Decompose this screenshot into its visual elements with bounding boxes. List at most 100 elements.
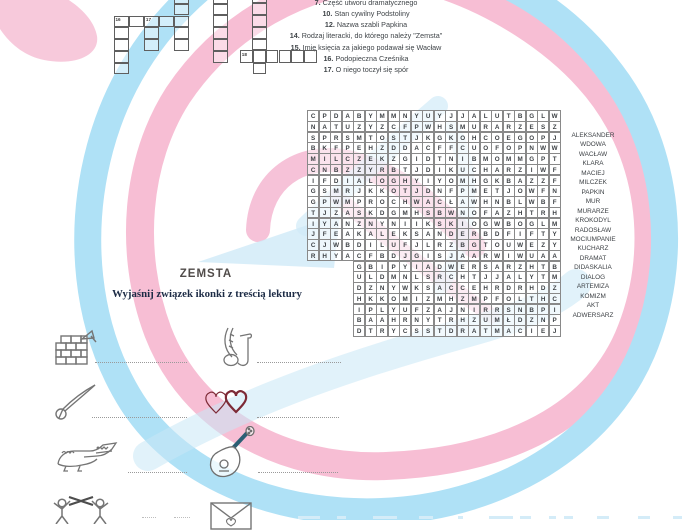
love-letter-icon [210,502,252,530]
crossword-cell [212,0,228,4]
crossword-cell [252,3,267,16]
crossword-clue-number: 18 [241,51,247,57]
wordsearch-cell: D [445,325,458,337]
crossword-clue-number: 16 [115,17,121,22]
clue-line: 17. O niego toczył się spór [323,65,409,75]
cutoff-text-mark [337,516,346,519]
crossword-cell [212,50,228,63]
corner-pink-blob [0,0,98,62]
word-list-item: KROKODYL [575,217,611,225]
page-title: ZEMSTA [179,268,233,280]
crossword-cell [212,15,228,28]
answer-line [128,472,187,473]
cutoff-text-mark [520,516,531,519]
crossword-cell [128,15,144,28]
cutoff-text-mark [564,516,573,519]
word-list-item: MACIEJ [581,169,605,177]
clue-line: 10. Stan cywilny Podstoliny [322,8,410,18]
wordsearch-cell: S [422,325,435,337]
crossword-cell [278,50,292,63]
crossword-cell: 17 [143,15,160,28]
wordsearch-cell: E [537,325,550,337]
crossword-cell [304,50,318,63]
word-list: ALEKSANDER WDOWA WACŁAW KLARA MACIEJ MILCZEK P… [548,131,638,320]
wordsearch-cell: A [341,249,354,262]
crossword-cell [143,27,160,40]
crossword-cell [252,0,267,4]
answer-line [257,362,341,363]
crossword-cell [113,62,129,75]
word-list-item: DRAMAT [579,254,607,262]
wordsearch-cell: D [353,325,366,337]
cutoff-text-mark [298,516,320,519]
crossword-cell [174,39,189,51]
wordsearch-cell: M [491,325,504,337]
saber-icon [55,384,96,420]
wordsearch-cell: J [548,325,561,337]
wordsearch-cell: C [514,325,527,337]
word-list-item: AKT [586,302,600,310]
instruction-text: Wyjaśnij związek ikonki z treścią lektur… [112,288,302,300]
answer-line-fragment [142,517,156,518]
brick-wall-trowel-icon [55,329,97,365]
crossword-cell [291,50,305,63]
answer-line [95,362,187,363]
word-list-item: PAPKIN [581,188,605,196]
word-list-item: ARTEMIZA [576,283,610,291]
crocodile-icon [57,442,118,472]
wordsearch-cell: T [364,325,377,337]
crossword-cell: 16 [113,15,129,28]
word-list-item: RADOSŁAW [574,226,612,234]
clue-line: 14. Rodzaj literacki, do którego należy … [289,31,443,41]
word-list-item: WDOWA [580,141,606,149]
clue-line: 7. Część utworu dramatycznego [314,0,418,7]
crossword-cell [174,0,189,4]
crossword-cell [174,15,190,28]
word-list-item: KOMIZM [580,292,606,300]
crossword-cell [252,26,267,39]
wordsearch-cell: R [456,325,469,337]
wordsearch-cell: R [376,325,389,337]
cutoff-text-mark [638,516,650,519]
word-list-item: MUR [585,198,601,206]
crossword-cell [212,27,228,39]
answer-line [92,417,187,418]
clue-line: 12. Nazwa szabli Papkina [324,20,408,30]
cutoff-text-mark [458,516,463,519]
cutoff-text-mark [673,516,682,519]
twin-hearts-icon [205,390,248,414]
wordsearch-cell: S [410,325,423,337]
word-list-item: ALEKSANDER [571,132,615,139]
word-list-item: MURARZE [577,207,609,215]
cutoff-text-mark [597,516,609,519]
wordsearch-cell: Y [387,325,400,337]
pink-ribbon [126,0,663,481]
answer-line [258,472,338,473]
cutoff-text-mark [549,516,556,519]
crossword-cell: 18 [239,50,253,63]
crossword-cell [143,39,160,51]
wordsearch-cell: T [433,325,446,337]
crossword-cell [252,15,267,27]
crossword-clue-number: 17 [145,17,152,22]
crossword-cell [265,50,279,63]
crossword-cell [113,39,129,51]
word-list-item: DIDASKALIA [574,264,612,272]
cutoff-text-mark [489,516,513,519]
crossword-cell [212,39,228,51]
blue-ribbon [74,0,679,520]
wordsearch-cell: T [479,325,492,337]
crossword-cell [174,27,189,40]
wordsearch-cell: C [399,325,412,337]
wordsearch-cell: R [307,249,320,262]
crossword-cell [252,38,267,51]
mandolin-icon [209,426,255,478]
answer-line-fragment [174,517,190,518]
crossword-cell [212,3,228,16]
word-list-item: WACŁAW [578,150,608,158]
wordsearch-cell: H [318,249,331,262]
wordsearch-cell: I [525,325,538,337]
clue-list: 7. Część utworu dramatycznego 10. Stan cy… [216,0,516,76]
